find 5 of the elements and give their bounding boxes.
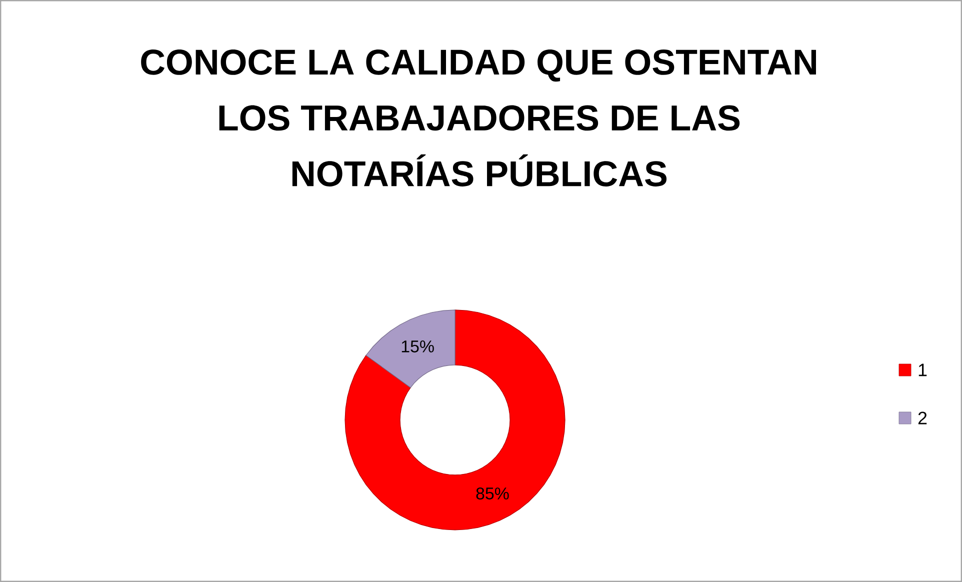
legend-label: 2 <box>918 412 927 424</box>
legend-label: 1 <box>918 364 927 376</box>
chart-title: CONOCE LA CALIDAD QUE OSTENTAN LOS TRABAJADORES DE LAS NOTARÍAS PÚBLICAS <box>141 50 816 186</box>
data-label: 85% <box>476 487 509 500</box>
data-label: 15% <box>402 340 434 352</box>
